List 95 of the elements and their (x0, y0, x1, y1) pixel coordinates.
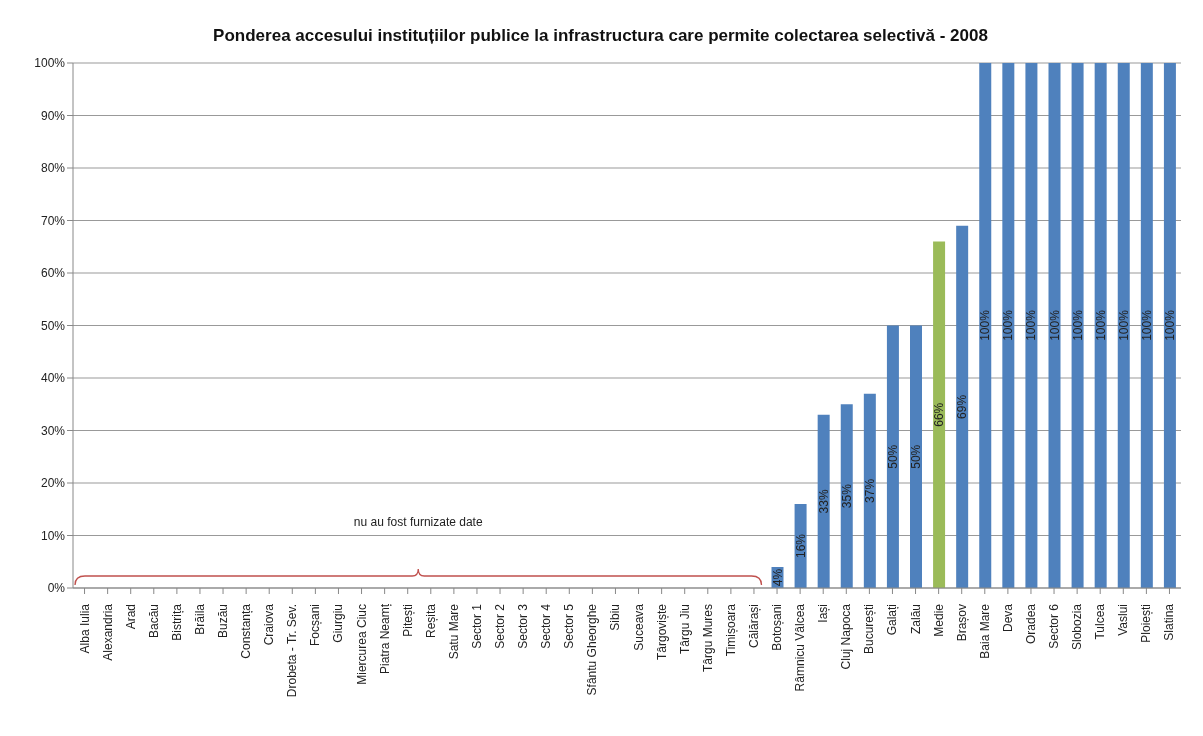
x-tick-label: Constanța (239, 603, 254, 659)
x-tick-label: Arad (123, 604, 138, 630)
bar (910, 325, 922, 588)
data-label: 69% (955, 394, 970, 419)
x-tick-label: Brașov (954, 604, 969, 642)
data-label: 100% (1116, 309, 1131, 341)
x-tick-label: Sector 2 (493, 603, 508, 649)
data-label: 100% (1024, 309, 1039, 341)
x-tick-label: Târgu Jiu (677, 604, 692, 655)
x-tick-label: Botoșani (770, 604, 785, 651)
y-tick-label: 100% (34, 56, 66, 71)
data-label: 100% (1162, 309, 1177, 341)
x-tick-label: Cluj Napoca (839, 603, 854, 670)
x-tick-label: Bacău (146, 604, 161, 639)
bar (1117, 63, 1130, 588)
y-tick-label: 50% (40, 318, 66, 333)
bar (1094, 63, 1107, 588)
x-tick-label: Slobozia (1070, 603, 1085, 651)
bar (1163, 63, 1176, 588)
data-label: 50% (885, 444, 900, 469)
data-label: 4% (770, 568, 785, 587)
data-label: 100% (1047, 309, 1062, 341)
x-tick-label: Craiova (262, 603, 277, 646)
y-tick-label: 90% (40, 108, 66, 123)
data-label: 50% (909, 444, 923, 469)
bar (840, 404, 853, 588)
x-tick-label: Sector 3 (516, 603, 531, 649)
bar (1025, 63, 1038, 588)
y-tick-label: 30% (40, 423, 66, 438)
x-tick-label: Brăila (192, 603, 207, 635)
x-tick-label: Sector 4 (539, 603, 554, 649)
x-tick-label: Alba Iulia (77, 603, 92, 654)
y-tick-label: 40% (40, 371, 66, 386)
x-tick-label: Sfântu Gheorghe (585, 603, 600, 696)
x-tick-label: Drobeta - Tr. Sev. (285, 604, 300, 698)
x-tick-label: Slatina (1162, 603, 1177, 641)
x-tick-label: Pitești (400, 604, 415, 637)
x-tick-label: Ploiești (1139, 604, 1154, 643)
x-tick-label: Sector 6 (1047, 603, 1062, 649)
x-tick-label: Galați (885, 604, 900, 636)
y-tick-label: 0% (47, 581, 66, 596)
x-tick-label: Oradea (1023, 603, 1038, 645)
bar (817, 414, 830, 588)
bar (1002, 63, 1015, 588)
chart-title: Ponderea accesului instituțiilor publice la infrastructura care permite colectarea selectivă - 2008 (212, 26, 989, 46)
x-tick-label: Târgu Mures (700, 604, 715, 673)
x-tick-label: Timișoara (723, 603, 738, 657)
x-tick-label: Baia Mare (977, 603, 992, 659)
x-tick-label: Sector 5 (562, 603, 577, 649)
bar (863, 393, 876, 588)
x-tick-label: Iași (816, 604, 831, 623)
x-tick-label: Alexandria (100, 603, 115, 661)
x-tick-label: Deva (1000, 603, 1015, 633)
x-tick-label: Râmnicu Vâlcea (793, 603, 808, 692)
data-label: 100% (1001, 309, 1016, 341)
bar (886, 325, 899, 588)
bar (1140, 63, 1153, 588)
x-tick-label: Bistrița (169, 603, 184, 641)
x-tick-label: Piatra Neamț (377, 603, 392, 675)
y-tick-label: 80% (40, 161, 66, 176)
bar (933, 241, 946, 588)
x-tick-label: Reșita (423, 603, 438, 639)
x-tick-label: Sector 1 (469, 603, 484, 649)
data-label: 100% (1139, 309, 1154, 341)
data-label: 33% (816, 489, 831, 514)
data-label: 16% (793, 533, 808, 559)
x-tick-label: București (862, 604, 877, 655)
x-tick-label: Buzău (216, 604, 231, 639)
x-tick-label: Zalău (908, 604, 923, 635)
x-tick-label: Călărași (746, 604, 761, 649)
data-label: 66% (932, 402, 947, 427)
bar (1071, 63, 1084, 588)
annotation: nu au fost furnizate date (353, 515, 483, 529)
data-label: 100% (978, 309, 993, 341)
data-label: 37% (862, 478, 877, 503)
y-tick-label: 60% (40, 266, 66, 281)
x-tick-label: Focșani (308, 604, 323, 647)
x-tick-label: Tulcea (1093, 603, 1108, 640)
bar (979, 63, 992, 588)
bar (956, 225, 969, 588)
x-tick-label: Satu Mare (446, 603, 461, 660)
x-tick-label: Medie (931, 603, 946, 637)
x-tick-label: Sibiu (608, 604, 623, 631)
data-label: 100% (1093, 309, 1108, 341)
x-tick-label: Suceava (631, 603, 646, 651)
data-label: 35% (839, 483, 854, 509)
data-label: 100% (1070, 309, 1085, 341)
y-tick-label: 10% (40, 528, 66, 543)
x-tick-label: Giurgiu (331, 604, 346, 643)
y-tick-label: 70% (40, 213, 66, 228)
x-tick-label: Miercurea Ciuc (354, 604, 369, 685)
x-tick-label: Vaslui (1116, 604, 1131, 636)
y-tick-label: 20% (40, 476, 66, 491)
x-tick-label: Târgoviște (654, 603, 669, 661)
bar (1048, 63, 1061, 588)
